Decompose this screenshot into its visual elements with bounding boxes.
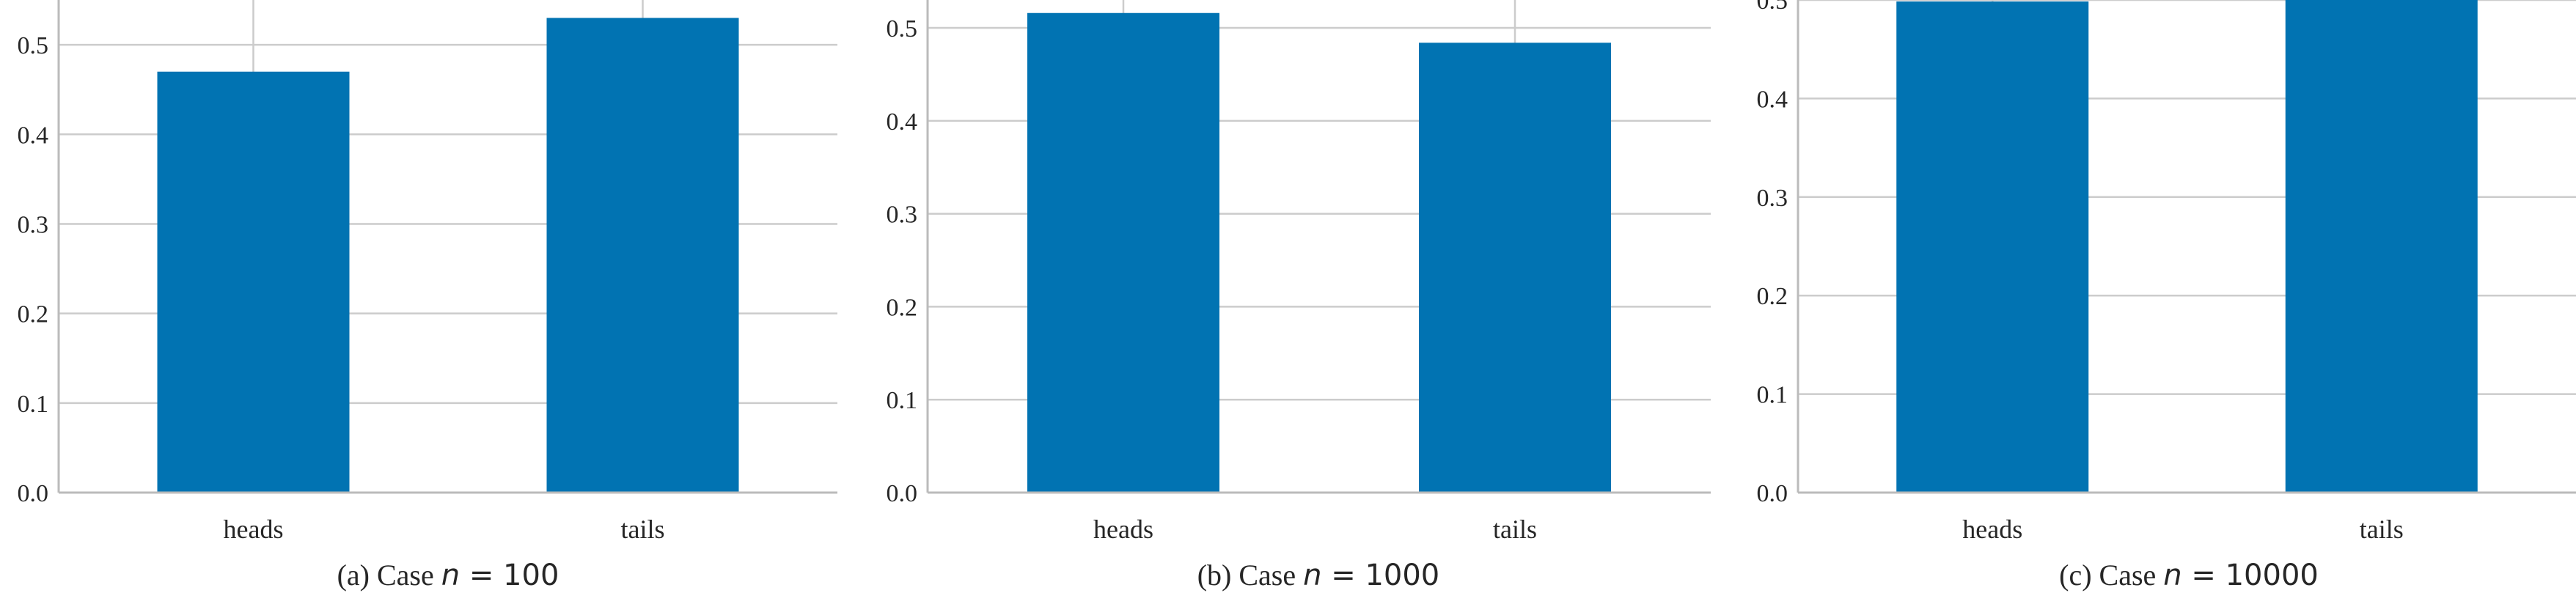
y-tick-label: 0.2 [1757, 283, 1788, 310]
bar-heads [1896, 1, 2089, 493]
subfigure-caption: (b) Case n = 1000 [1197, 559, 1440, 592]
bar-tails [2285, 0, 2478, 493]
y-tick-label: 0.5 [18, 32, 49, 59]
x-tick-label: tails [621, 515, 665, 544]
y-tick-label: 0.1 [887, 387, 918, 414]
y-tick-label: 0.3 [887, 202, 918, 229]
y-tick-label: 0.3 [18, 211, 49, 238]
y-tick-label: 0.4 [18, 122, 49, 149]
y-tick-label: 0.5 [887, 15, 918, 43]
subfigure-caption: (c) Case n = 10000 [2059, 559, 2319, 592]
y-tick-label: 0.0 [18, 480, 49, 507]
bar-heads [1027, 12, 1219, 493]
x-tick-label: heads [1093, 515, 1153, 544]
subfigure-caption: (a) Case n = 100 [337, 559, 559, 592]
x-tick-label: tails [2360, 515, 2404, 544]
y-tick-label: 0.2 [18, 301, 49, 328]
y-tick-label: 0.5 [1757, 0, 1788, 15]
chart-panel-2: 0.0 0.1 0.2 0.3 0.4 0.5 heads tails (b) Case n =… [887, 0, 1711, 592]
bar-heads [157, 71, 350, 493]
y-tick-label: 0.1 [1757, 382, 1788, 409]
bar-tails [546, 18, 739, 493]
y-tick-label: 0.0 [1757, 480, 1788, 507]
x-tick-label: heads [224, 515, 284, 544]
x-tick-label: tails [1493, 515, 1537, 544]
x-tick-label: heads [1962, 515, 2022, 544]
y-tick-label: 0.3 [1757, 185, 1788, 212]
y-tick-label: 0.4 [887, 108, 918, 136]
chart-panel-1: 0.0 0.1 0.2 0.3 0.4 0.5 heads tails (a) Case n =… [18, 0, 837, 592]
bar-tails [1419, 43, 1611, 493]
y-tick-label: 0.4 [1757, 86, 1788, 113]
y-tick-label: 0.1 [18, 391, 49, 418]
y-tick-label: 0.0 [887, 480, 918, 507]
y-tick-label: 0.2 [887, 294, 918, 321]
chart-panel-3: 0.0 0.1 0.2 0.3 0.4 0.5 heads tails (c) Case n =… [1757, 0, 2576, 592]
